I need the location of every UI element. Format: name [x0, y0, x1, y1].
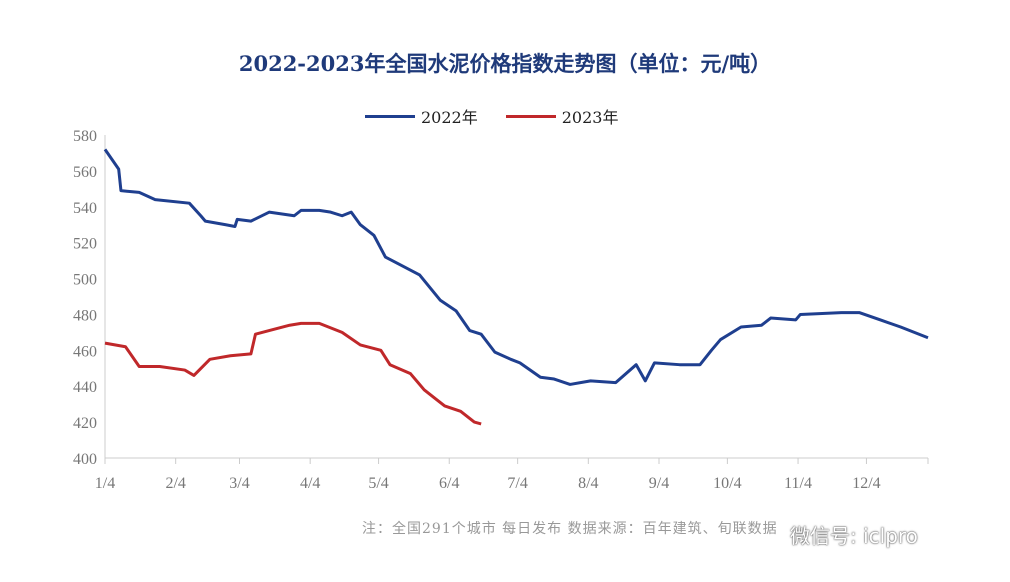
x-tick-label: 8/4 [578, 475, 598, 492]
y-tick-label: 460 [73, 343, 97, 360]
legend-item-2023: 2023年 [505, 104, 619, 128]
chart-title: 2022-2023年全国水泥价格指数走势图（单位：元/吨） [238, 51, 772, 76]
x-tick-label: 4/4 [300, 475, 320, 492]
y-tick-label: 480 [73, 307, 97, 324]
y-tick-label: 580 [73, 128, 97, 145]
x-tick-label: 12/4 [852, 475, 880, 492]
legend-swatch-2023 [505, 114, 556, 118]
y-tick-label: 520 [73, 236, 97, 253]
x-tick-label: 3/4 [229, 475, 249, 492]
x-tick-label: 11/4 [784, 475, 812, 492]
y-tick-label: 440 [73, 379, 97, 396]
legend-item-2022: 2022年 [365, 104, 478, 128]
x-tick-label: 10/4 [713, 475, 741, 492]
legend-swatch-2022 [365, 114, 415, 118]
source-note: 注：全国291个城市 每日发布 数据来源：百年建筑、旬联数据 [362, 521, 778, 537]
y-tick-label: 560 [73, 164, 97, 181]
x-tick-label: 2/4 [165, 475, 185, 492]
y-tick-label: 540 [73, 200, 97, 217]
x-tick-label: 6/4 [439, 475, 459, 492]
legend-label-2023: 2023年 [561, 108, 619, 127]
x-tick-label: 9/4 [649, 475, 669, 492]
legend: 2022年 2023年 [365, 104, 618, 128]
series-line-2022 [103, 148, 929, 386]
y-tick-label: 400 [73, 451, 97, 468]
legend-label-2022: 2022年 [421, 108, 478, 127]
y-tick-label: 420 [73, 415, 97, 432]
x-tick-label: 5/4 [368, 475, 388, 492]
x-tick-label: 7/4 [507, 475, 527, 492]
watermark: 微信号: iclpro [790, 524, 918, 548]
y-tick-label: 500 [73, 272, 97, 289]
x-tick-label: 1/4 [95, 475, 115, 492]
series-line-2023 [104, 321, 482, 426]
